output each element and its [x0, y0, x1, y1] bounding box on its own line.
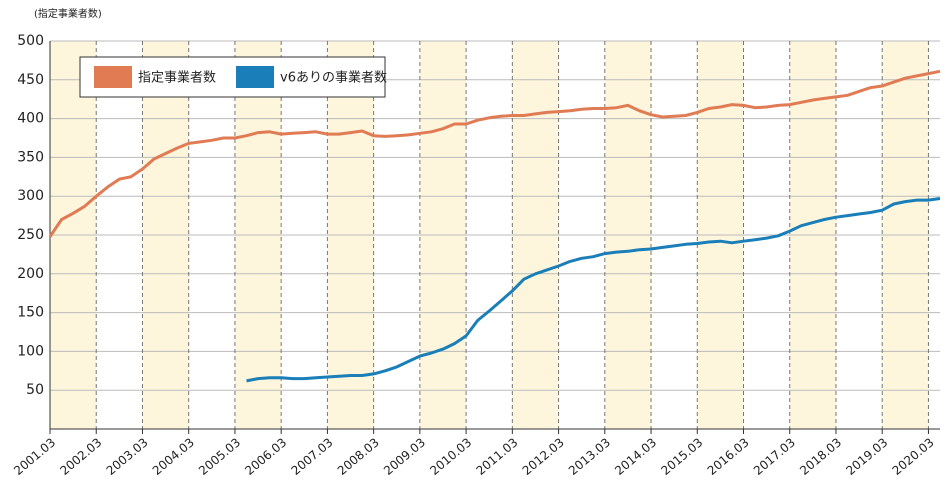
x-tick-label: 2016.03	[705, 435, 752, 478]
y-tick-label: 350	[17, 149, 44, 165]
x-tick-label: 2018.03	[797, 435, 844, 478]
y-tick-label: 250	[17, 227, 44, 243]
x-tick-label: 2015.03	[658, 435, 705, 478]
series-line	[246, 197, 941, 383]
x-tick-label: 2012.03	[520, 435, 567, 478]
axis-label: (指定事業者数)	[34, 7, 102, 20]
series-line	[48, 69, 941, 238]
y-tick-label: 400	[17, 111, 44, 127]
y-tick-label: 450	[17, 72, 44, 88]
y-tick-label: 300	[17, 188, 44, 204]
x-tick-label: 2011.03	[474, 435, 521, 478]
x-tick-label: 2002.03	[57, 435, 104, 478]
x-tick-label: 2006.03	[242, 435, 289, 478]
x-tick-label: 2017.03	[751, 435, 798, 478]
y-tick-label: 100	[17, 343, 44, 359]
legend-label: v6ありの事業者数	[280, 70, 387, 86]
x-tick-label: 2019.03	[843, 435, 890, 478]
x-tick-label: 2008.03	[335, 435, 382, 478]
y-tick-label: 50	[26, 382, 44, 398]
x-tick-label: 2010.03	[427, 435, 474, 478]
y-tick-label: 150	[17, 305, 44, 321]
x-tick-label: 2013.03	[566, 435, 613, 478]
x-tick-label: 2003.03	[104, 435, 151, 478]
x-tick-label: 2001.03	[11, 435, 58, 478]
legend: 指定事業者数 v6ありの事業者数	[79, 56, 387, 98]
x-tick-label: 2014.03	[612, 435, 659, 478]
y-tick-label: 200	[17, 266, 44, 282]
x-tick-label: 2004.03	[150, 435, 197, 478]
x-tick-label: 2005.03	[196, 435, 243, 478]
x-tick-label: 2009.03	[381, 435, 428, 478]
legend-swatch	[94, 66, 132, 88]
legend-swatch	[236, 66, 275, 88]
legend-label: 指定事業者数	[138, 70, 216, 86]
x-tick-label: 2020.03	[890, 435, 937, 478]
x-tick-label: 2007.03	[289, 435, 336, 478]
y-tick-label: 500	[17, 33, 44, 49]
